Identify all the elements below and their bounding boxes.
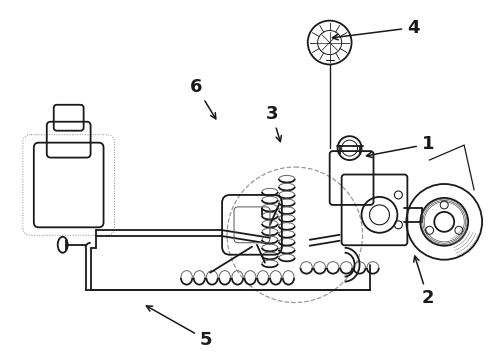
Text: 2: 2 bbox=[414, 256, 434, 307]
Text: 3: 3 bbox=[266, 105, 281, 141]
Text: 4: 4 bbox=[332, 19, 419, 40]
Text: 6: 6 bbox=[190, 78, 216, 119]
Text: 5: 5 bbox=[147, 306, 212, 348]
Text: 1: 1 bbox=[367, 135, 434, 158]
